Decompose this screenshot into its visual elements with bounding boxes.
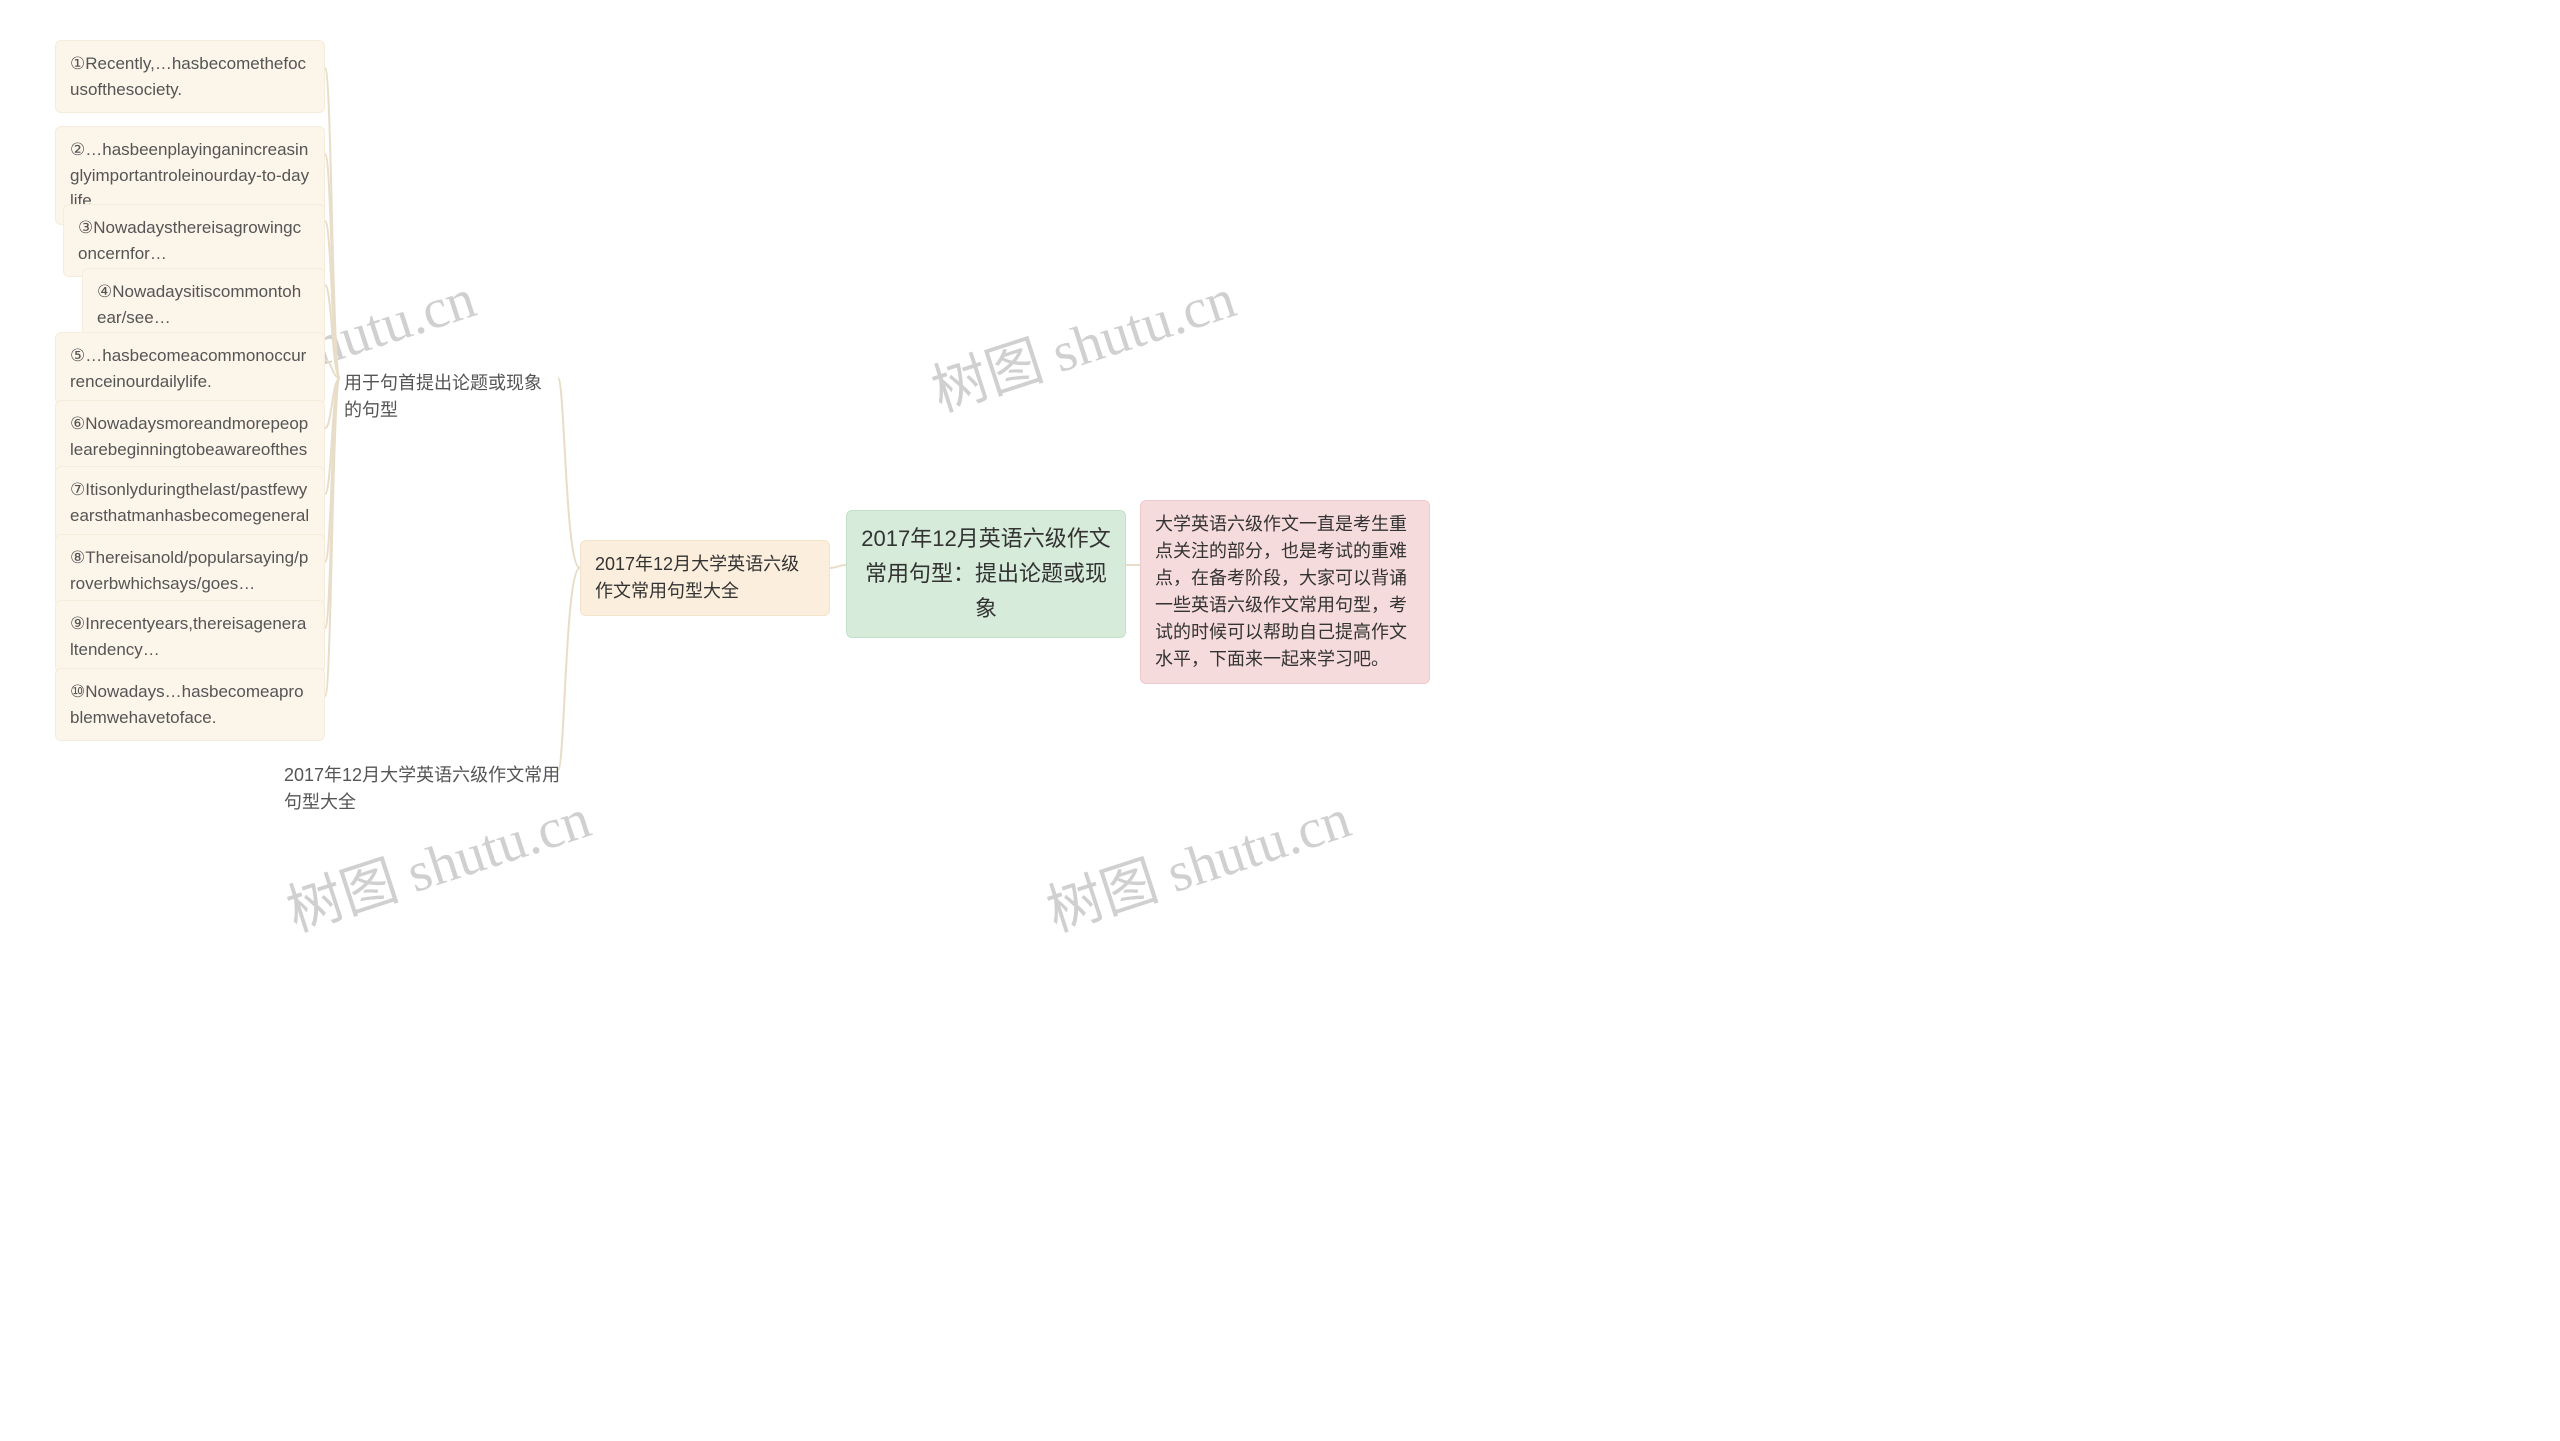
root-node: 2017年12月英语六级作文常用句型：提出论题或现象 xyxy=(846,510,1126,638)
leaf-node-8: ⑧Thereisanold/popularsaying/proverbwhich… xyxy=(55,534,325,607)
leaf-text: ②…hasbeenplayinganincreasinglyimportantr… xyxy=(70,140,309,210)
description-node: 大学英语六级作文一直是考生重点关注的部分，也是考试的重难点，在备考阶段，大家可以… xyxy=(1140,500,1430,684)
footer-label: 2017年12月大学英语六级作文常用句型大全 xyxy=(280,760,580,818)
leaf-text: ⑧Thereisanold/popularsaying/proverbwhich… xyxy=(70,548,308,593)
leaf-node-5: ⑤…hasbecomeacommonoccurrenceinourdailyli… xyxy=(55,332,325,405)
leaf-text: ④Nowadaysitiscommontohear/see… xyxy=(97,282,301,327)
mid-text: 2017年12月大学英语六级作文常用句型大全 xyxy=(595,554,799,601)
leaf-node-9: ⑨Inrecentyears,thereisageneraltendency… xyxy=(55,600,325,673)
branch-label: 用于句首提出论题或现象的句型 xyxy=(340,368,560,426)
leaf-text: ①Recently,…hasbecomethefocusofthesociety… xyxy=(70,54,306,99)
leaf-text: ⑩Nowadays…hasbecomeaproblemwehavetoface. xyxy=(70,682,304,727)
leaf-text: ⑤…hasbecomeacommonoccurrenceinourdailyli… xyxy=(70,346,306,391)
watermark-4: 树图 shutu.cn xyxy=(1035,773,1359,947)
leaf-text: ⑨Inrecentyears,thereisageneraltendency… xyxy=(70,614,306,659)
leaf-node-3: ③Nowadaysthereisagrowingconcernfor… xyxy=(63,204,325,277)
watermark-2: 树图 shutu.cn xyxy=(920,253,1244,427)
leaf-node-1: ①Recently,…hasbecomethefocusofthesociety… xyxy=(55,40,325,113)
footer-label-text: 2017年12月大学英语六级作文常用句型大全 xyxy=(284,765,560,812)
leaf-text: ③Nowadaysthereisagrowingconcernfor… xyxy=(78,218,301,263)
branch-label-text: 用于句首提出论题或现象的句型 xyxy=(344,373,542,420)
mid-node: 2017年12月大学英语六级作文常用句型大全 xyxy=(580,540,830,616)
leaf-node-10: ⑩Nowadays…hasbecomeaproblemwehavetoface. xyxy=(55,668,325,741)
description-text: 大学英语六级作文一直是考生重点关注的部分，也是考试的重难点，在备考阶段，大家可以… xyxy=(1155,514,1407,669)
root-title: 2017年12月英语六级作文常用句型：提出论题或现象 xyxy=(861,526,1110,621)
connector-lines xyxy=(0,0,2560,1441)
leaf-node-4: ④Nowadaysitiscommontohear/see… xyxy=(82,268,325,341)
